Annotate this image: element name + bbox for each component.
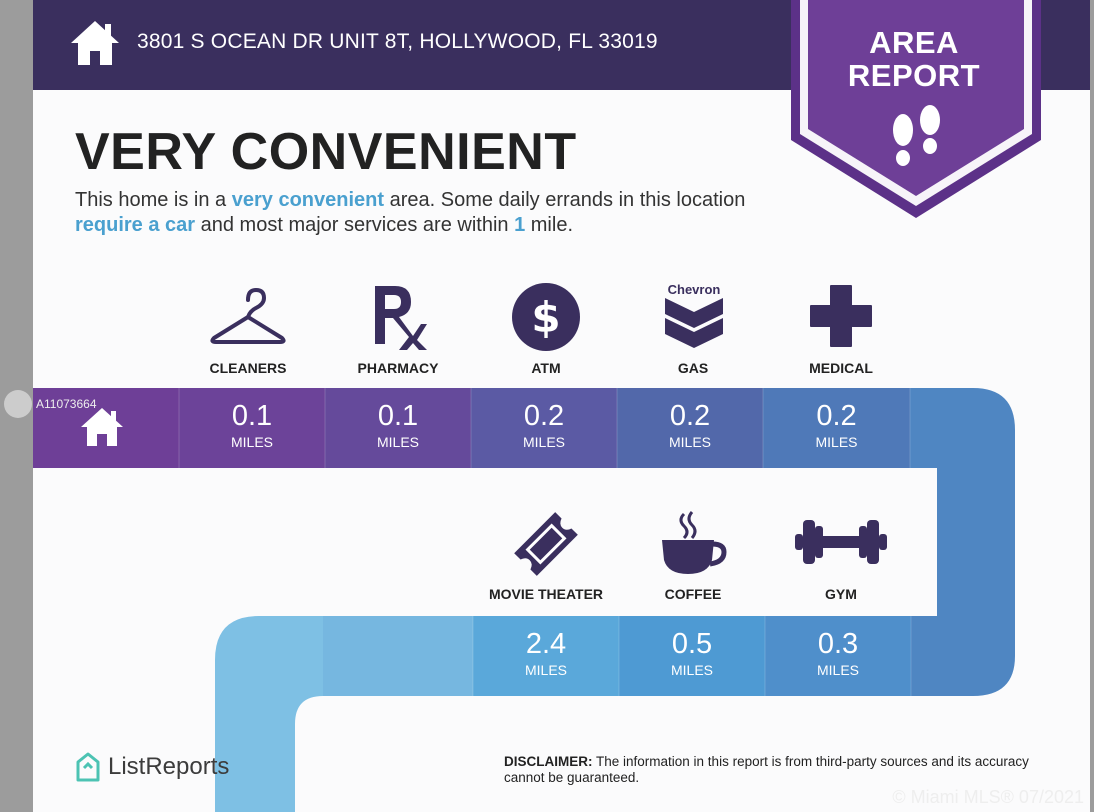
rx-icon <box>375 286 427 350</box>
property-address: 3801 S OCEAN DR UNIT 8T, HOLLYWOOD, FL 3… <box>137 30 658 53</box>
service-label: PHARMACY <box>357 360 439 376</box>
home-start-icon <box>81 408 123 446</box>
distance-gas: 0.2 MILES <box>668 400 711 450</box>
listing-watermark: A11073664 <box>4 390 97 418</box>
hanger-icon <box>210 287 286 344</box>
service-label: CLEANERS <box>209 360 287 376</box>
distance-cleaners: 0.1 MILES <box>230 400 273 450</box>
convenience-description: This home is in a very convenient area. … <box>75 189 746 236</box>
svg-text:Chevron: Chevron <box>668 282 721 297</box>
dumbbell-icon <box>795 520 887 564</box>
mls-logo-icon <box>4 390 32 418</box>
coffee-cup-icon <box>662 511 727 574</box>
service-label: MOVIE THEATER <box>488 586 604 602</box>
service-coffee: COFFEE <box>618 508 768 608</box>
mls-copyright: © Miami MLS® 07/2021 <box>892 787 1084 807</box>
distance-atm: 0.2 MILES <box>522 400 565 450</box>
area-report-badge <box>791 0 1041 218</box>
service-label: GYM <box>825 586 857 602</box>
service-atm: $ ATM <box>471 282 621 382</box>
service-label: GAS <box>677 360 709 376</box>
chevron-logo-icon: Chevron <box>665 282 723 348</box>
listreports-logo: ListReports <box>74 752 229 782</box>
service-cleaners: CLEANERS <box>173 282 323 382</box>
route-path-graphic <box>33 388 1015 812</box>
service-gym: GYM <box>766 508 916 608</box>
distance-medical: 0.2 MILES <box>815 400 858 450</box>
dollar-icon: $ <box>512 283 580 351</box>
listing-id: A11073664 <box>36 397 97 411</box>
distance-coffee: 0.5 MILES <box>670 628 713 678</box>
service-pharmacy: PHARMACY <box>323 282 473 382</box>
service-label: COFFEE <box>664 586 722 602</box>
listreports-logo-icon <box>76 752 100 782</box>
disclaimer: DISCLAIMER: The information in this repo… <box>504 754 1029 785</box>
service-label: ATM <box>531 360 561 376</box>
distance-pharmacy: 0.1 MILES <box>376 400 419 450</box>
ticket-icon <box>514 512 578 576</box>
service-gas: Chevron GAS <box>618 282 768 382</box>
brand-name: ListReports <box>108 753 230 780</box>
distance-gym: 0.3 MILES <box>816 628 859 678</box>
service-movie-theater: MOVIE THEATER <box>471 508 621 608</box>
distance-movie-theater: 2.4 MILES <box>524 628 567 678</box>
footprints-icon <box>893 105 940 166</box>
service-medical: MEDICAL <box>766 282 916 382</box>
svg-text:$: $ <box>531 293 560 342</box>
medical-cross-icon <box>810 285 872 347</box>
home-icon <box>71 21 119 65</box>
convenience-rating-title: VERY CONVENIENT <box>75 123 577 181</box>
service-label: MEDICAL <box>809 360 873 376</box>
area-report-page: 3801 S OCEAN DR UNIT 8T, HOLLYWOOD, FL 3… <box>33 0 1090 812</box>
badge-title: AREA REPORT <box>847 25 981 93</box>
